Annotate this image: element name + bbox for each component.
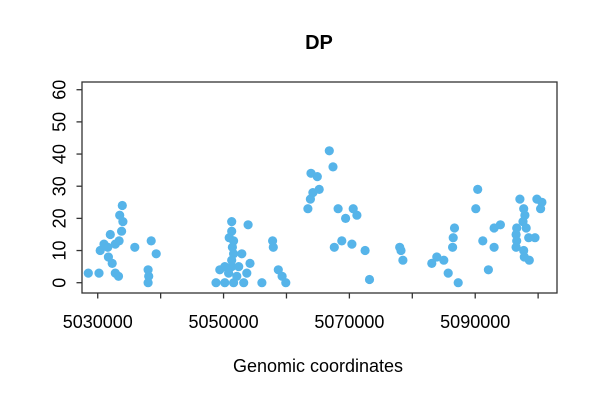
data-point xyxy=(113,271,124,281)
x-axis: 5030000 5050000 5070000 5090000 xyxy=(63,293,539,332)
x-axis-label: Genomic coordinates xyxy=(233,356,403,376)
data-point xyxy=(146,236,156,246)
data-point xyxy=(536,204,546,214)
y-tick-label: 10 xyxy=(50,241,70,261)
data-point xyxy=(268,242,278,252)
data-point xyxy=(103,242,113,252)
data-point xyxy=(239,278,249,288)
data-point xyxy=(524,255,534,265)
x-tick-label: 5030000 xyxy=(63,312,133,332)
data-point xyxy=(105,229,115,240)
data-point xyxy=(449,223,460,233)
data-point xyxy=(453,278,463,288)
x-tick-label: 5070000 xyxy=(314,312,384,332)
data-point xyxy=(448,233,458,243)
data-point xyxy=(151,249,161,259)
data-point xyxy=(94,268,104,278)
y-tick-label: 30 xyxy=(50,176,70,196)
data-point xyxy=(473,184,483,194)
data-point xyxy=(281,278,291,288)
data-point xyxy=(224,268,234,278)
data-point xyxy=(118,217,128,227)
data-point xyxy=(243,220,253,230)
data-point xyxy=(143,278,153,288)
data-point xyxy=(341,213,351,223)
data-point xyxy=(328,162,338,172)
data-point xyxy=(229,278,239,288)
data-point xyxy=(333,204,343,214)
data-point xyxy=(312,172,322,182)
data-point xyxy=(398,255,408,265)
y-axis: 0 10 20 30 40 50 60 xyxy=(50,80,82,288)
data-point xyxy=(448,242,458,252)
data-point xyxy=(227,255,237,265)
data-point xyxy=(305,194,315,204)
data-point xyxy=(257,278,267,288)
data-point xyxy=(107,258,117,268)
data-point xyxy=(427,258,437,268)
data-point xyxy=(443,268,453,278)
data-point xyxy=(521,223,531,233)
data-point xyxy=(234,262,244,272)
data-point xyxy=(227,217,237,227)
data-point xyxy=(530,233,540,243)
data-point xyxy=(360,245,370,256)
data-point xyxy=(432,252,442,262)
data-point xyxy=(95,245,105,256)
plot-border xyxy=(81,81,558,294)
data-point xyxy=(220,278,230,288)
data-point xyxy=(511,242,521,252)
data-points-layer xyxy=(83,146,547,288)
y-tick-label: 60 xyxy=(50,80,70,100)
data-point xyxy=(396,245,406,256)
data-point xyxy=(303,204,313,214)
data-point xyxy=(478,236,488,246)
data-point xyxy=(483,265,493,275)
x-tick-label: 5050000 xyxy=(189,312,259,332)
data-point xyxy=(117,200,127,211)
data-point xyxy=(215,265,225,275)
data-point xyxy=(524,233,534,243)
x-tick-label: 5090000 xyxy=(440,312,510,332)
data-point xyxy=(130,242,140,252)
y-tick-label: 40 xyxy=(50,144,70,164)
data-point xyxy=(515,194,525,204)
data-point xyxy=(489,242,499,252)
data-point xyxy=(329,242,339,252)
data-point xyxy=(242,268,252,278)
data-point xyxy=(211,278,221,288)
data-point xyxy=(471,204,481,214)
data-point xyxy=(237,249,247,259)
data-point xyxy=(489,223,499,233)
data-point xyxy=(117,226,127,236)
y-tick-label: 0 xyxy=(50,278,70,288)
data-point xyxy=(337,236,347,246)
data-point xyxy=(352,210,362,220)
data-point xyxy=(245,258,255,268)
data-point xyxy=(83,268,93,278)
data-point xyxy=(110,239,120,249)
y-tick-label: 50 xyxy=(50,112,70,132)
y-tick-label: 20 xyxy=(50,208,70,228)
plot-box xyxy=(81,81,558,294)
data-point xyxy=(324,146,334,156)
data-point xyxy=(439,255,449,265)
data-point xyxy=(314,184,324,194)
data-point xyxy=(364,274,375,285)
chart-title: DP xyxy=(305,32,333,54)
data-point xyxy=(347,239,357,249)
